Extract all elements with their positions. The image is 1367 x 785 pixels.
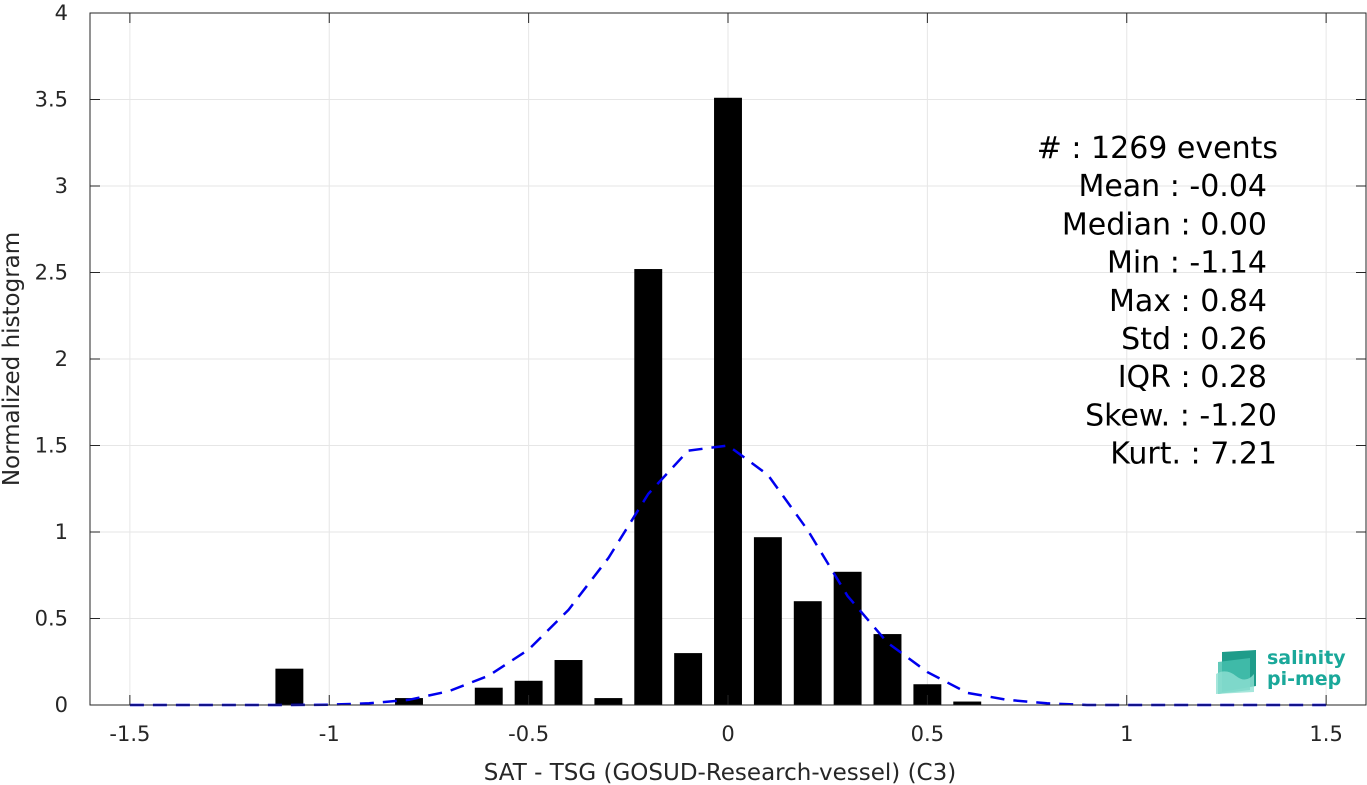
- histogram-bar: [753, 537, 782, 705]
- y-tick-label: 3: [55, 174, 68, 198]
- y-tick-label: 3.5: [35, 88, 68, 112]
- stat-line: Min : -1.14: [1107, 246, 1267, 281]
- histogram-bar: [953, 701, 982, 705]
- histogram-bar: [674, 653, 703, 705]
- y-tick-label: 4: [55, 1, 68, 25]
- logo-text: salinity pi-mep: [1267, 648, 1346, 690]
- y-ticks: 0 0.5 1 1.5 2 2.5 3 3.5 4: [35, 1, 1366, 717]
- histogram-bar: [275, 668, 304, 705]
- salinity-logo-icon: [1216, 650, 1256, 694]
- x-tick-label: 0.5: [911, 722, 944, 746]
- x-axis-label: SAT - TSG (GOSUD-Research-vessel) (C3): [484, 760, 956, 785]
- stat-line: Std : 0.26: [1121, 322, 1267, 357]
- y-tick-label: 1.5: [35, 434, 68, 458]
- y-tick-label: 0: [55, 693, 68, 717]
- x-tick-label: 1.5: [1309, 722, 1342, 746]
- x-tick-label: -0.5: [508, 722, 549, 746]
- stat-line: Max : 0.84: [1109, 284, 1267, 319]
- bars: [275, 97, 982, 705]
- logo-line-1: salinity: [1267, 647, 1346, 669]
- stat-line: # : 1269 events: [1037, 131, 1278, 166]
- x-tick-label: 0: [721, 722, 734, 746]
- y-axis-label: Normalized histogram: [0, 232, 25, 486]
- stat-line: Mean : -0.04: [1078, 169, 1267, 204]
- histogram-bar: [833, 571, 862, 705]
- stat-line: Kurt. : 7.21: [1110, 437, 1277, 472]
- histogram-bar: [474, 687, 503, 705]
- y-tick-label: 1: [55, 520, 68, 544]
- stat-line: IQR : 0.28: [1118, 360, 1267, 395]
- x-tick-label: -1: [319, 722, 340, 746]
- histogram-bar: [714, 97, 742, 705]
- histogram-bar: [554, 660, 583, 705]
- histogram-bar: [793, 601, 822, 705]
- x-ticks: -1.5 -1 -0.5 0 0.5 1 1.5: [109, 13, 1343, 746]
- stat-line: Median : 0.00: [1062, 207, 1267, 242]
- histogram-bar: [873, 634, 902, 705]
- x-tick-label: 1: [1120, 722, 1133, 746]
- y-tick-label: 2.5: [35, 261, 68, 285]
- y-tick-label: 2: [55, 347, 68, 371]
- stat-line: Skew. : -1.20: [1085, 398, 1277, 433]
- histogram-bar: [634, 269, 663, 705]
- x-tick-label: -1.5: [109, 722, 150, 746]
- histogram-bar: [913, 684, 942, 705]
- logo-line-2: pi-mep: [1267, 668, 1342, 690]
- histogram-bar: [395, 698, 423, 705]
- y-tick-label: 0.5: [35, 607, 68, 631]
- histogram-bar: [594, 698, 623, 705]
